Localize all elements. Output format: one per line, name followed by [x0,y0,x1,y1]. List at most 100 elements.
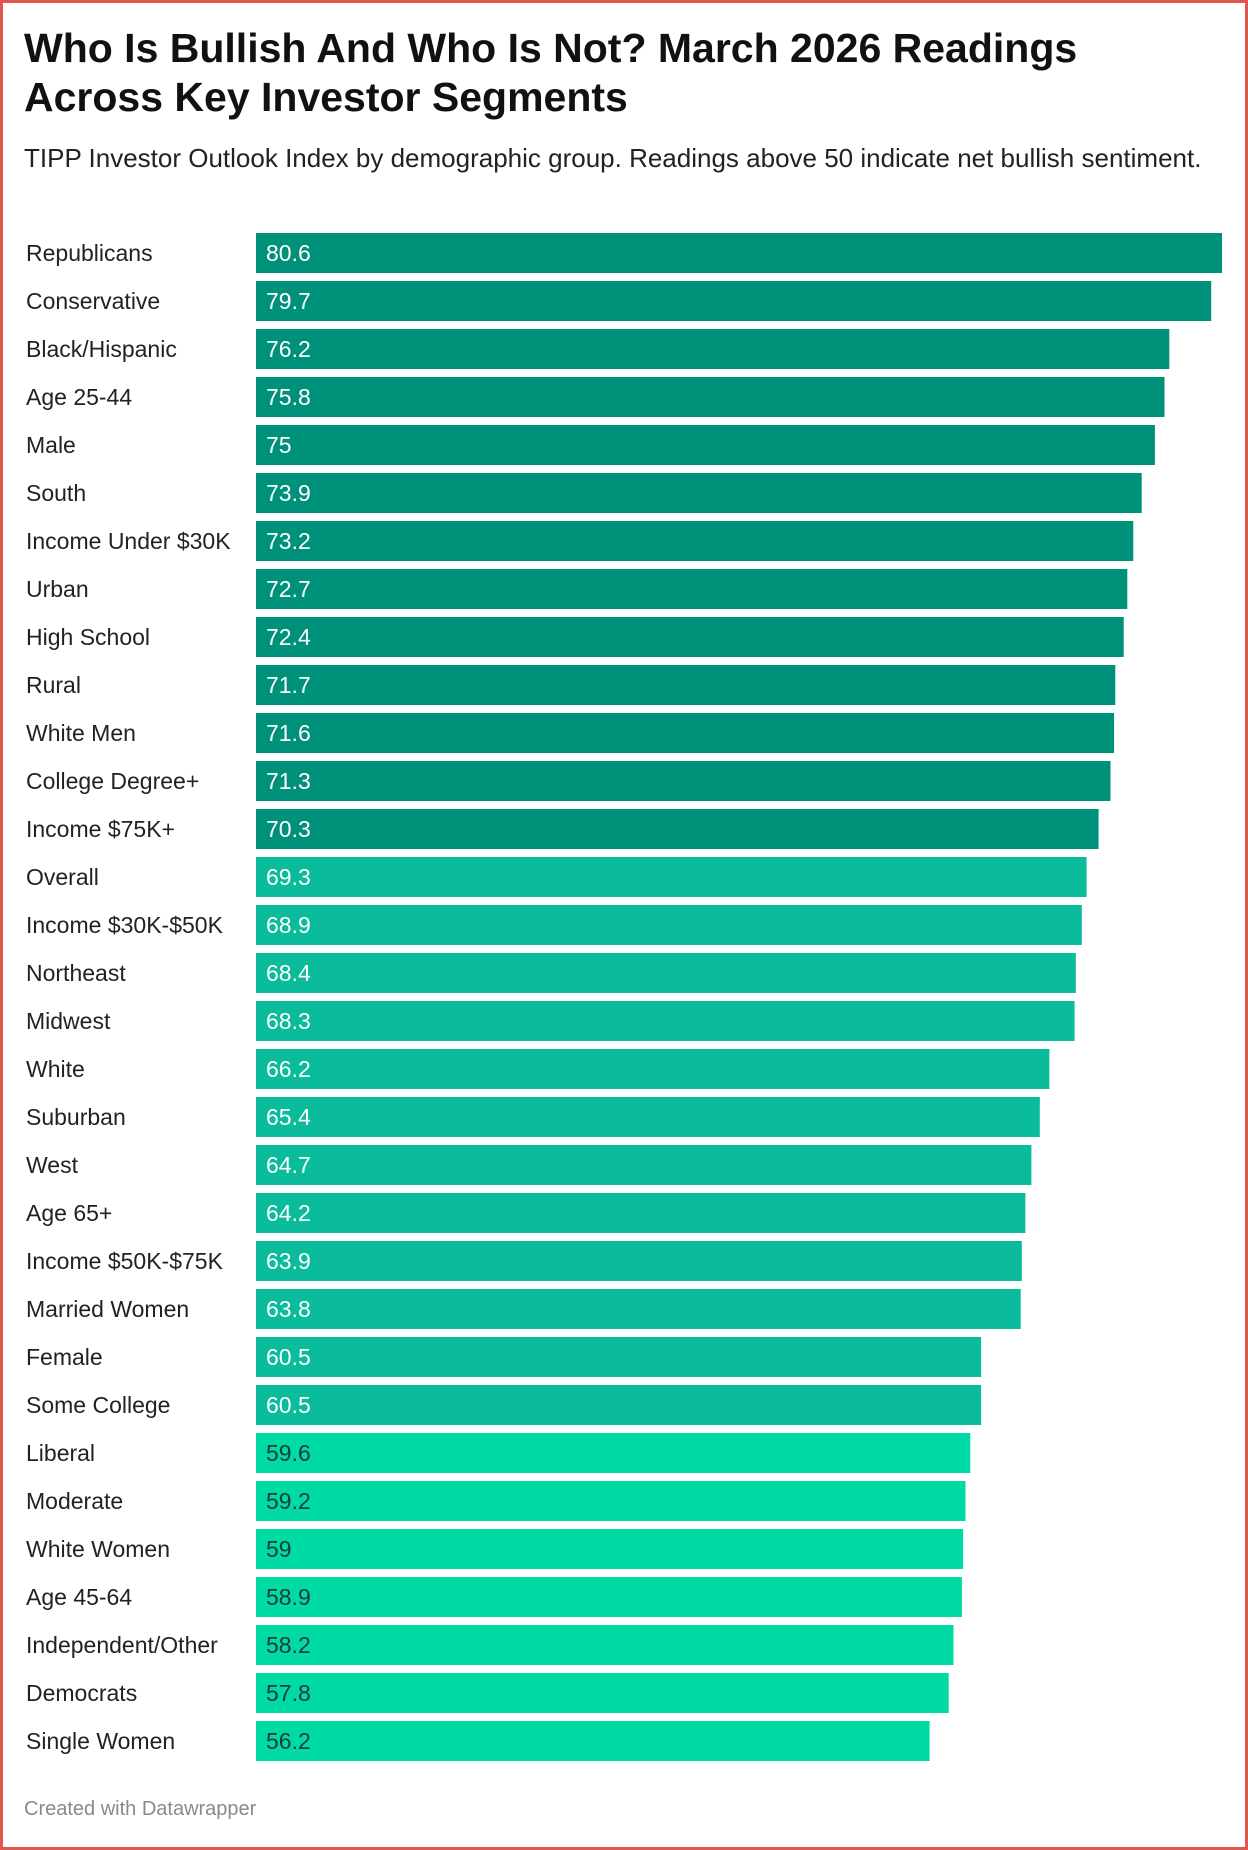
bar [256,1337,982,1377]
category-label: Suburban [26,1104,126,1130]
bar-row: Age 65+ 64.2 [26,1193,1026,1233]
value-label: 79.7 [266,288,311,314]
bar [256,1721,930,1761]
category-label: Female [26,1344,103,1370]
category-label: Married Women [26,1296,189,1322]
bar [256,1625,954,1665]
bar-row: Suburban 65.4 [26,1097,1040,1137]
bar-row: Black/Hispanic 76.2 [26,329,1170,369]
category-label: Conservative [26,288,160,314]
value-label: 71.3 [266,768,311,794]
category-label: Income $30K-$50K [26,912,224,938]
bar [256,1001,1075,1041]
value-label: 70.3 [266,816,311,842]
value-label: 65.4 [266,1104,311,1130]
bar-row: Overall 69.3 [26,857,1087,897]
bar [256,905,1082,945]
category-label: Age 25-44 [26,384,132,410]
bar-row: Income $30K-$50K 68.9 [26,905,1082,945]
value-label: 63.8 [266,1296,311,1322]
category-label: Age 65+ [26,1200,112,1226]
value-label: 59.2 [266,1488,311,1514]
bar-row: College Degree+ 71.3 [26,761,1111,801]
bar [256,473,1142,513]
bar-row: Conservative 79.7 [26,281,1212,321]
value-label: 75.8 [266,384,311,410]
bar-row: Independent/Other 58.2 [26,1625,954,1665]
value-label: 57.8 [266,1680,311,1706]
bar [256,809,1099,849]
value-label: 73.9 [266,480,311,506]
bar-row: Some College 60.5 [26,1385,982,1425]
category-label: Age 45-64 [26,1584,132,1610]
category-label: Black/Hispanic [26,336,177,362]
bar-row: Democrats 57.8 [26,1673,949,1713]
value-label: 69.3 [266,864,311,890]
bar [256,713,1115,753]
category-label: Republicans [26,240,153,266]
category-label: High School [26,624,150,650]
category-label: White [26,1056,85,1082]
bar [256,281,1212,321]
footer-credit: Created with Datawrapper [24,1798,257,1820]
bar-row: High School 72.4 [26,617,1124,657]
category-label: Single Women [26,1728,175,1754]
bar [256,1097,1040,1137]
bar-row: West 64.7 [26,1145,1032,1185]
category-label: Urban [26,576,89,602]
category-label: West [26,1152,79,1178]
bar [256,377,1165,417]
value-label: 71.6 [266,720,311,746]
category-label: White Women [26,1536,170,1562]
category-label: Income $50K-$75K [26,1248,224,1274]
bar-row: White Men 71.6 [26,713,1115,753]
bar-row: White 66.2 [26,1049,1050,1089]
value-label: 58.9 [266,1584,311,1610]
category-label: Income $75K+ [26,816,175,842]
bar [256,1385,982,1425]
value-label: 58.2 [266,1632,311,1658]
value-label: 60.5 [266,1392,311,1418]
bar [256,1049,1050,1089]
bar [256,1673,949,1713]
bar-row: Rural 71.7 [26,665,1116,705]
bar [256,1145,1032,1185]
bar [256,1433,971,1473]
bar-row: Income $75K+ 70.3 [26,809,1099,849]
bar-row: White Women 59 [26,1529,964,1569]
category-label: Rural [26,672,81,698]
bar [256,857,1087,897]
bar [256,1481,966,1521]
bar [256,1289,1021,1329]
bar [256,329,1170,369]
bar-row: Northeast 68.4 [26,953,1076,993]
chart-subtitle: TIPP Investor Outlook Index by demograph… [24,143,1202,173]
value-label: 66.2 [266,1056,311,1082]
value-label: 68.3 [266,1008,311,1034]
value-label: 72.4 [266,624,311,650]
bar-row: Age 45-64 58.9 [26,1577,962,1617]
category-label: Independent/Other [26,1632,218,1658]
bar-row: Age 25-44 75.8 [26,377,1165,417]
category-label: College Degree+ [26,768,199,794]
value-label: 60.5 [266,1344,311,1370]
bar [256,233,1222,273]
category-label: South [26,480,86,506]
bar-row: Married Women 63.8 [26,1289,1021,1329]
value-label: 68.4 [266,960,311,986]
category-label: Some College [26,1392,170,1418]
category-label: Moderate [26,1488,123,1514]
category-label: Liberal [26,1440,95,1466]
value-label: 80.6 [266,240,311,266]
value-label: 64.7 [266,1152,311,1178]
value-label: 59 [266,1536,292,1562]
bar [256,425,1155,465]
value-label: 71.7 [266,672,311,698]
category-label: Democrats [26,1680,137,1706]
bar [256,617,1124,657]
bar-row: South 73.9 [26,473,1142,513]
category-label: Income Under $30K [26,528,231,554]
bar-row: Income Under $30K 73.2 [26,521,1134,561]
chart-title: Who Is Bullish And Who Is Not? March 202… [24,25,1078,120]
